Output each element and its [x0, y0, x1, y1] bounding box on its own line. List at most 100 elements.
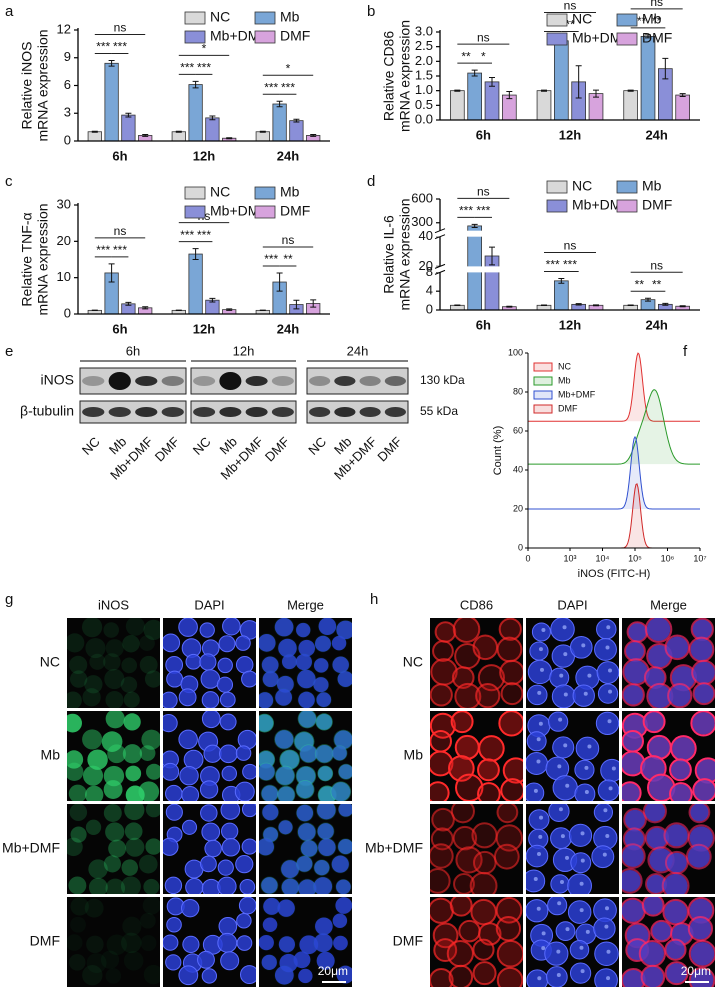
blot-strip	[190, 367, 297, 395]
cell	[493, 843, 520, 870]
y-tick-label: 0	[64, 132, 71, 147]
cell-overlay	[664, 634, 691, 661]
blot-strip	[79, 367, 187, 395]
panel-label: h	[370, 591, 378, 608]
cell-overlay	[274, 765, 296, 786]
cell	[145, 804, 160, 818]
nucleus	[259, 751, 275, 768]
error-bar	[226, 137, 233, 140]
cell	[85, 637, 106, 659]
nucleus	[280, 750, 299, 770]
nucleus-spot	[585, 929, 590, 934]
nucleus	[163, 633, 181, 653]
nucleus	[299, 935, 319, 955]
nucleus-spot	[608, 668, 613, 673]
cell	[455, 773, 484, 801]
error-bar	[471, 69, 478, 77]
nucleus	[182, 935, 200, 953]
micrograph-image	[622, 711, 715, 801]
cell	[124, 822, 143, 841]
y-tick-label: 2.0	[415, 53, 433, 68]
y-tick-label: 60	[513, 425, 523, 435]
cell	[103, 653, 121, 671]
bar	[87, 131, 102, 142]
nucleus	[664, 900, 687, 924]
nucleus	[544, 941, 569, 966]
cell-overlay	[300, 839, 319, 858]
flow-chart: f 0 20 40 60 80 100 0 10³ 10⁴ 10⁵ 10⁶ 10⁷ iNOS (FITC-…	[492, 343, 707, 580]
cell	[67, 713, 82, 733]
nucleus	[313, 933, 333, 953]
nucleus	[568, 823, 593, 847]
significance-label: **	[635, 277, 645, 291]
y-tick-label: 9	[64, 49, 71, 64]
cell	[105, 822, 125, 842]
nucleus	[259, 934, 274, 951]
cell-overlay	[262, 917, 278, 933]
error-bar	[558, 277, 565, 284]
nucleus	[622, 899, 644, 922]
nucleus	[528, 809, 550, 831]
cell-overlay	[692, 682, 715, 706]
nucleus	[235, 745, 252, 761]
y-tick-label: 0	[426, 301, 433, 316]
cell	[477, 758, 500, 782]
cell-overlay	[626, 621, 649, 643]
nucleus	[549, 667, 570, 688]
error-bar	[541, 89, 547, 92]
image-background	[67, 897, 160, 987]
blot-band	[82, 407, 105, 417]
nucleus	[275, 688, 293, 706]
nucleus	[690, 941, 715, 966]
y-tick-label: 100	[508, 347, 523, 357]
cell-overlay	[669, 758, 692, 782]
error-bar	[259, 130, 266, 133]
nucleus	[278, 638, 297, 658]
cell	[430, 897, 454, 924]
legend-swatch	[184, 205, 206, 219]
nucleus-spot	[536, 906, 541, 911]
cell	[88, 877, 108, 894]
cell-overlay	[315, 713, 333, 731]
nucleus	[220, 951, 240, 971]
nucleus	[278, 820, 293, 835]
nucleus	[551, 684, 576, 708]
cell-overlay	[281, 653, 298, 670]
cell	[451, 666, 475, 689]
nucleus-spot	[541, 628, 546, 633]
cell-overlay	[622, 843, 646, 869]
y-tick-label: 4	[426, 283, 433, 298]
nucleus	[547, 897, 568, 916]
cell-overlay	[317, 837, 337, 857]
x-tick-label: 12h	[559, 127, 581, 142]
nucleus-spot	[608, 689, 613, 694]
nucleus-spot	[580, 969, 585, 974]
nucleus	[663, 873, 688, 894]
cell	[68, 784, 87, 801]
nucleus	[181, 819, 198, 835]
cell	[105, 878, 126, 894]
cell	[430, 729, 452, 753]
cell	[499, 659, 523, 686]
cell	[107, 744, 127, 764]
y-tick-label: 0.5	[415, 97, 433, 112]
cell-overlay	[638, 940, 666, 968]
significance-label: ns	[650, 0, 663, 9]
blot-band	[245, 407, 268, 417]
cell-overlay	[274, 688, 293, 707]
cell	[475, 683, 501, 708]
cell	[105, 711, 125, 729]
cell	[139, 635, 155, 651]
nucleus	[201, 711, 221, 729]
cell-overlay	[624, 640, 646, 662]
nucleus	[318, 766, 333, 781]
nucleus	[644, 804, 666, 822]
nucleus	[179, 765, 199, 786]
bar	[449, 90, 465, 121]
nucleus	[241, 670, 256, 688]
nucleus	[595, 711, 619, 735]
error-bar	[662, 57, 669, 80]
legend-swatch	[533, 390, 553, 400]
nucleus	[331, 855, 349, 873]
error-bar	[662, 302, 669, 306]
